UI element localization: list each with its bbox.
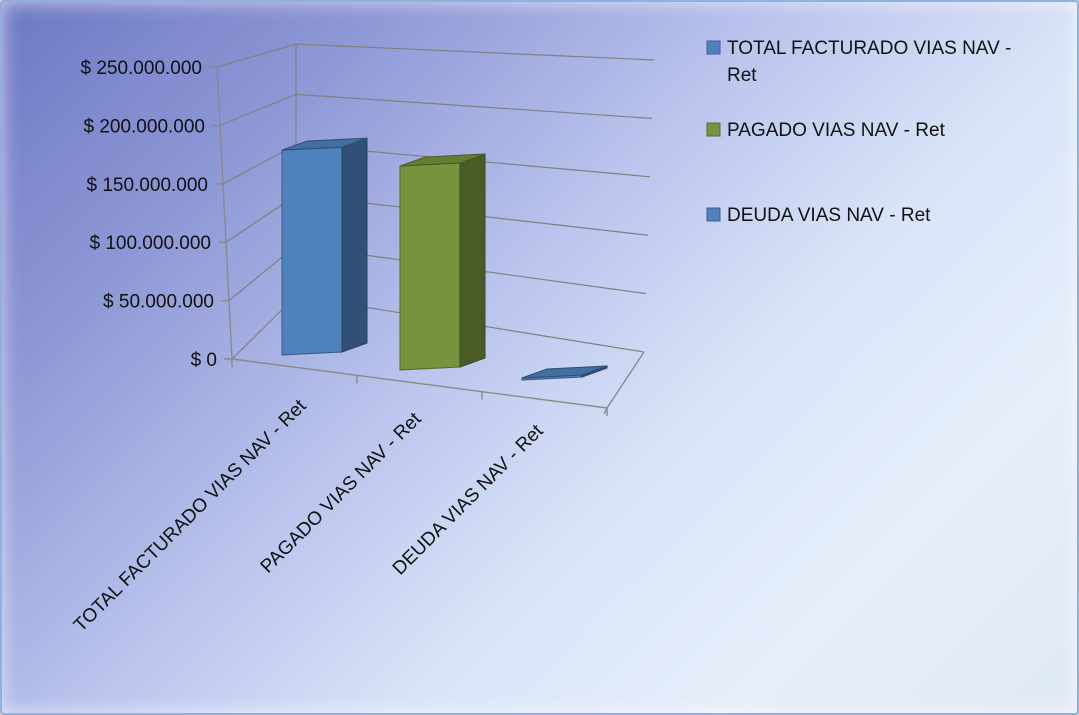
y-axis-line	[216, 66, 233, 360]
chart-walls	[209, 43, 655, 416]
y-tick-label: $ 250.000.000	[80, 58, 202, 79]
bar-side-face	[459, 153, 486, 368]
x-category-label: DEUDA VIAS NAV - Ret	[389, 420, 548, 579]
bar-top-face	[281, 137, 368, 151]
bar-front-face	[281, 146, 343, 356]
legend-item: DEUDA VIAS NAV - Ret	[706, 205, 931, 226]
legend-label: Ret	[727, 65, 757, 86]
legend-swatch	[706, 122, 721, 137]
y-tick-label: $ 50.000.000	[103, 292, 214, 313]
legend-swatch	[706, 207, 721, 222]
bar-top-face	[399, 153, 486, 167]
bar-front-face	[399, 162, 461, 371]
legend-label: PAGADO VIAS NAV - Ret	[727, 120, 946, 141]
legend-label: TOTAL FACTURADO VIAS NAV -	[727, 38, 1011, 59]
bars	[281, 137, 608, 381]
bar-top-face	[521, 365, 608, 379]
bar-side-face	[341, 137, 368, 353]
y-axis-tick-labels: $ 0 $ 50.000.000 $ 100.000.000 $ 150.000.00…	[80, 58, 217, 371]
bar-1	[281, 137, 368, 356]
bar-3	[521, 365, 608, 381]
y-tick-label: $ 100.000.000	[89, 233, 211, 254]
gridline	[219, 93, 653, 126]
y-tick-label: $ 200.000.000	[83, 116, 205, 137]
legend-item: PAGADO VIAS NAV - Ret	[706, 120, 946, 141]
legend-item: TOTAL FACTURADO VIAS NAV - Ret	[706, 38, 1011, 86]
legend: TOTAL FACTURADO VIAS NAV - Ret PAGADO VIAS…	[706, 38, 1011, 226]
x-category-label: TOTAL FACTURADO VIAS NAV - Ret	[70, 395, 311, 636]
legend-label: DEUDA VIAS NAV - Ret	[727, 205, 931, 226]
y-tick-label: $ 0	[191, 350, 217, 371]
legend-swatch	[706, 40, 721, 55]
gridline	[216, 43, 655, 68]
bar-2	[399, 153, 486, 371]
y-tick-label: $ 150.000.000	[86, 175, 208, 196]
